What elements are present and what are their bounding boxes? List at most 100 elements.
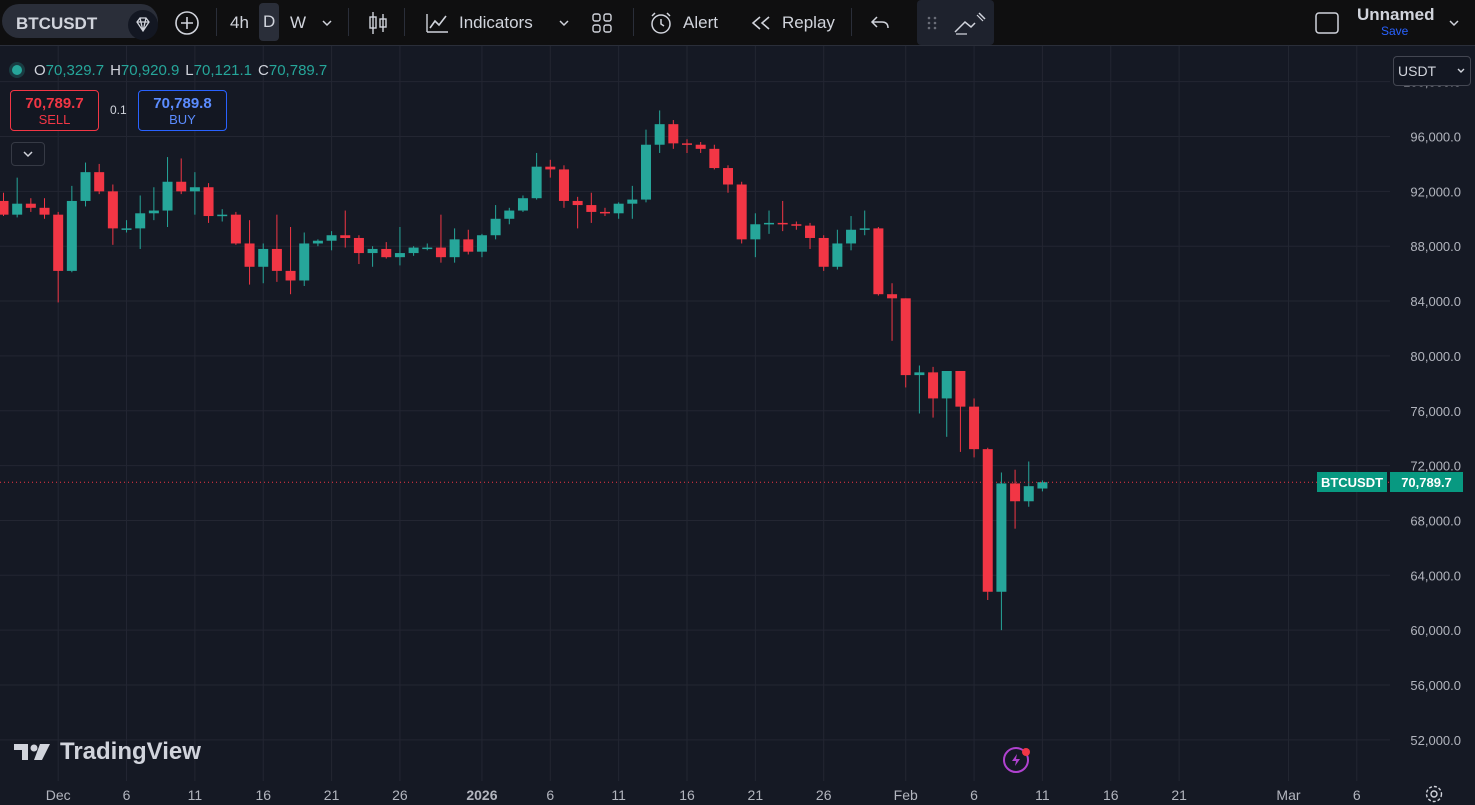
candle[interactable] bbox=[736, 181, 747, 244]
candle[interactable] bbox=[271, 214, 282, 282]
candle[interactable] bbox=[353, 235, 364, 265]
symbol-search-button[interactable]: BTCUSDT bbox=[2, 4, 158, 40]
candle[interactable] bbox=[135, 195, 146, 249]
replay-icon[interactable] bbox=[749, 0, 773, 45]
candle[interactable] bbox=[39, 198, 50, 219]
drawing-toolbar[interactable] bbox=[917, 0, 994, 45]
chevron-down-icon[interactable] bbox=[320, 0, 334, 45]
candle[interactable] bbox=[80, 162, 91, 207]
candle[interactable] bbox=[367, 246, 378, 267]
candle[interactable] bbox=[340, 210, 351, 248]
candle[interactable] bbox=[777, 200, 788, 232]
candle[interactable] bbox=[0, 192, 9, 217]
candle[interactable] bbox=[258, 243, 269, 284]
candle[interactable] bbox=[1037, 480, 1048, 492]
candle[interactable] bbox=[162, 157, 173, 228]
candle[interactable] bbox=[668, 120, 679, 149]
candle[interactable] bbox=[299, 232, 310, 286]
candle[interactable] bbox=[25, 198, 36, 212]
plus-circle-icon[interactable] bbox=[174, 0, 200, 45]
candle[interactable] bbox=[148, 187, 159, 221]
drag-icon[interactable] bbox=[927, 15, 937, 31]
chevron-down-icon[interactable] bbox=[557, 0, 571, 45]
interval-d[interactable]: D bbox=[259, 3, 280, 41]
candle[interactable] bbox=[996, 472, 1007, 631]
candle[interactable] bbox=[846, 216, 857, 251]
candle[interactable] bbox=[435, 214, 446, 263]
candle[interactable] bbox=[832, 229, 843, 270]
gear-icon[interactable] bbox=[1424, 784, 1444, 804]
candle[interactable] bbox=[654, 110, 665, 153]
sell-button[interactable]: 70,789.7 SELL bbox=[10, 90, 99, 131]
candle[interactable] bbox=[859, 210, 870, 236]
tradingview-logo[interactable]: TradingView bbox=[14, 738, 201, 766]
candle[interactable] bbox=[640, 129, 651, 203]
candle[interactable] bbox=[750, 213, 761, 258]
candle[interactable] bbox=[1023, 461, 1034, 507]
candle[interactable] bbox=[887, 283, 898, 341]
time-axis[interactable]: Dec 6 11 16 21 26 2026 6 11 16 21 26 Feb 6 11 16 21 Mar 6 bbox=[0, 781, 1475, 805]
chevron-down-icon[interactable] bbox=[1447, 0, 1461, 45]
alarm-clock-icon[interactable] bbox=[648, 0, 674, 45]
candle[interactable] bbox=[408, 246, 419, 256]
candle[interactable] bbox=[326, 231, 337, 251]
candle[interactable] bbox=[230, 211, 241, 245]
layout-save-link[interactable]: Save bbox=[1381, 24, 1409, 38]
layout-name[interactable]: Unnamed bbox=[1357, 5, 1435, 24]
candle[interactable] bbox=[94, 163, 105, 195]
candle[interactable] bbox=[586, 192, 597, 223]
candle[interactable] bbox=[121, 220, 132, 233]
candle[interactable] bbox=[217, 209, 228, 222]
candle[interactable] bbox=[791, 221, 802, 230]
square-icon[interactable] bbox=[1314, 0, 1340, 45]
candle[interactable] bbox=[244, 220, 255, 285]
candle[interactable] bbox=[914, 365, 925, 414]
candle[interactable] bbox=[449, 228, 460, 263]
candle[interactable] bbox=[394, 227, 405, 266]
candle[interactable] bbox=[312, 239, 323, 247]
candle[interactable] bbox=[12, 177, 23, 218]
candle[interactable] bbox=[107, 184, 118, 245]
candle[interactable] bbox=[627, 185, 638, 219]
candle[interactable] bbox=[53, 211, 64, 303]
candle[interactable] bbox=[517, 195, 528, 212]
candle[interactable] bbox=[381, 242, 392, 259]
candle[interactable] bbox=[285, 227, 296, 295]
candle[interactable] bbox=[682, 139, 692, 153]
undo-icon[interactable] bbox=[869, 0, 891, 45]
candle[interactable] bbox=[558, 165, 569, 208]
candle[interactable] bbox=[599, 207, 610, 217]
candle[interactable] bbox=[490, 205, 501, 240]
indicators-button[interactable]: Indicators bbox=[459, 12, 533, 32]
candle[interactable] bbox=[572, 196, 583, 229]
candle[interactable] bbox=[176, 158, 187, 195]
replay-button[interactable]: Replay bbox=[782, 12, 835, 32]
alert-button[interactable]: Alert bbox=[683, 12, 718, 32]
candle[interactable] bbox=[941, 370, 952, 437]
candles-icon[interactable] bbox=[367, 0, 389, 45]
candle[interactable] bbox=[818, 235, 829, 271]
buy-button[interactable]: 70,789.8 BUY bbox=[138, 90, 227, 131]
candle[interactable] bbox=[695, 141, 706, 153]
candle[interactable] bbox=[504, 207, 515, 225]
candle[interactable] bbox=[476, 233, 487, 258]
candle[interactable] bbox=[982, 447, 993, 600]
diamond-icon[interactable] bbox=[128, 10, 158, 40]
candle[interactable] bbox=[955, 370, 966, 452]
collapse-legend-button[interactable] bbox=[11, 142, 45, 166]
candle[interactable] bbox=[613, 202, 624, 219]
interval-4h[interactable]: 4h bbox=[230, 12, 249, 32]
chart-pane[interactable] bbox=[0, 46, 1390, 781]
candle[interactable] bbox=[764, 210, 775, 234]
candle[interactable] bbox=[531, 152, 542, 200]
candle[interactable] bbox=[709, 144, 720, 170]
candle[interactable] bbox=[463, 229, 474, 255]
candle[interactable] bbox=[189, 172, 200, 215]
lightning-icon[interactable] bbox=[1003, 747, 1029, 773]
interval-w[interactable]: W bbox=[290, 12, 307, 32]
layout-grid-icon[interactable] bbox=[591, 0, 613, 45]
quantity-value[interactable]: 0.1 bbox=[110, 103, 127, 117]
candle[interactable] bbox=[900, 298, 911, 388]
indicators-icon[interactable] bbox=[424, 0, 450, 45]
candle[interactable] bbox=[422, 243, 433, 251]
